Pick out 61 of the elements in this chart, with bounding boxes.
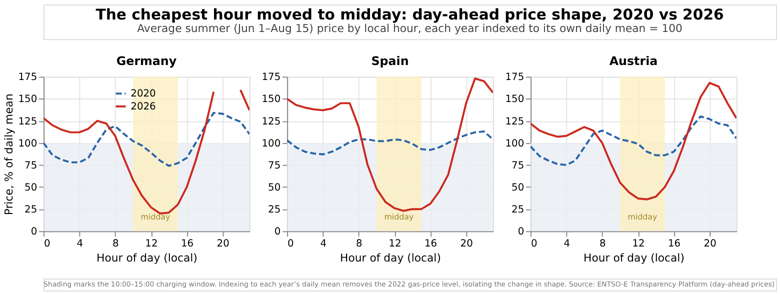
line-series (530, 82, 736, 200)
x-tick-label: 20 (216, 238, 230, 250)
y-tick-label: 175 (18, 72, 38, 84)
x-tick-label: 0 (44, 238, 50, 250)
line-series (287, 130, 493, 156)
x-tick-label: 0 (288, 238, 294, 250)
x-tick-label: 12 (145, 238, 158, 250)
y-tick-label: 75 (268, 160, 281, 172)
y-tick-label: 0 (30, 226, 38, 238)
x-tick-label: 16 (424, 238, 438, 250)
x-tick-label: 20 (460, 238, 473, 250)
chart-title: Spain (371, 54, 409, 68)
band-label: midday (140, 212, 170, 222)
line-series (287, 78, 493, 212)
y-tick-label: 0 (518, 226, 524, 238)
legend-label: 2020 (130, 88, 156, 100)
y-tick-label: 125 (18, 116, 38, 128)
x-tick-label: 12 (632, 238, 645, 250)
x-tick-label: 0 (531, 238, 538, 250)
y-tick-label: 100 (262, 138, 281, 150)
y-tick-label: 25 (268, 204, 281, 216)
y-tick-label: 175 (505, 72, 524, 84)
x-tick-label: 4 (564, 238, 570, 250)
y-tick-label: 50 (512, 182, 524, 194)
y-tick-label: 50 (268, 182, 281, 194)
y-tick-label: 125 (505, 116, 524, 128)
band-label: midday (384, 212, 414, 222)
y-tick-label: 75 (512, 160, 524, 172)
chart-title: Germany (116, 54, 177, 68)
x-tick-label: 8 (600, 238, 606, 250)
y-tick-label: 150 (505, 94, 524, 106)
legend-label: 2026 (130, 101, 156, 112)
y-tick-label: 100 (18, 138, 38, 150)
y-tick-label: 50 (24, 182, 38, 194)
text: The cheapest hour moved to midday: day-ahead price shape, 2020 vs 2026 (96, 6, 724, 24)
y-tick-label: 75 (24, 160, 38, 172)
x-tick-label: 12 (388, 238, 402, 250)
y-tick-label: 100 (505, 138, 524, 150)
band-label: midday (628, 212, 658, 222)
x-axis-title: Hour of day (local) (584, 251, 684, 264)
text: Average summer (Jun 1–Aug 15) price by local hour, each year indexed to its own daily mean = 100 (137, 22, 683, 36)
x-tick-label: 20 (704, 238, 716, 250)
x-axis-title: Hour of day (local) (96, 251, 198, 264)
y-tick-label: 125 (262, 116, 281, 128)
x-axis-title: Hour of day (local) (340, 251, 441, 264)
chart-title: Austria (609, 54, 658, 68)
x-tick-label: 8 (112, 238, 119, 250)
y-tick-label: 0 (274, 226, 281, 238)
y-tick-label: 150 (18, 94, 38, 106)
y-tick-label: 175 (262, 72, 281, 84)
x-tick-label: 4 (76, 238, 84, 250)
y-axis-title: Price, % of daily mean (2, 94, 16, 216)
x-tick-label: 16 (180, 238, 194, 250)
x-tick-label: 8 (356, 238, 362, 250)
y-tick-label: 150 (262, 94, 281, 106)
x-tick-label: 16 (668, 238, 681, 250)
line-series (44, 112, 250, 167)
x-tick-label: 4 (320, 238, 327, 250)
y-tick-label: 25 (24, 204, 38, 216)
line-series (530, 115, 736, 166)
y-tick-label: 25 (512, 204, 524, 216)
